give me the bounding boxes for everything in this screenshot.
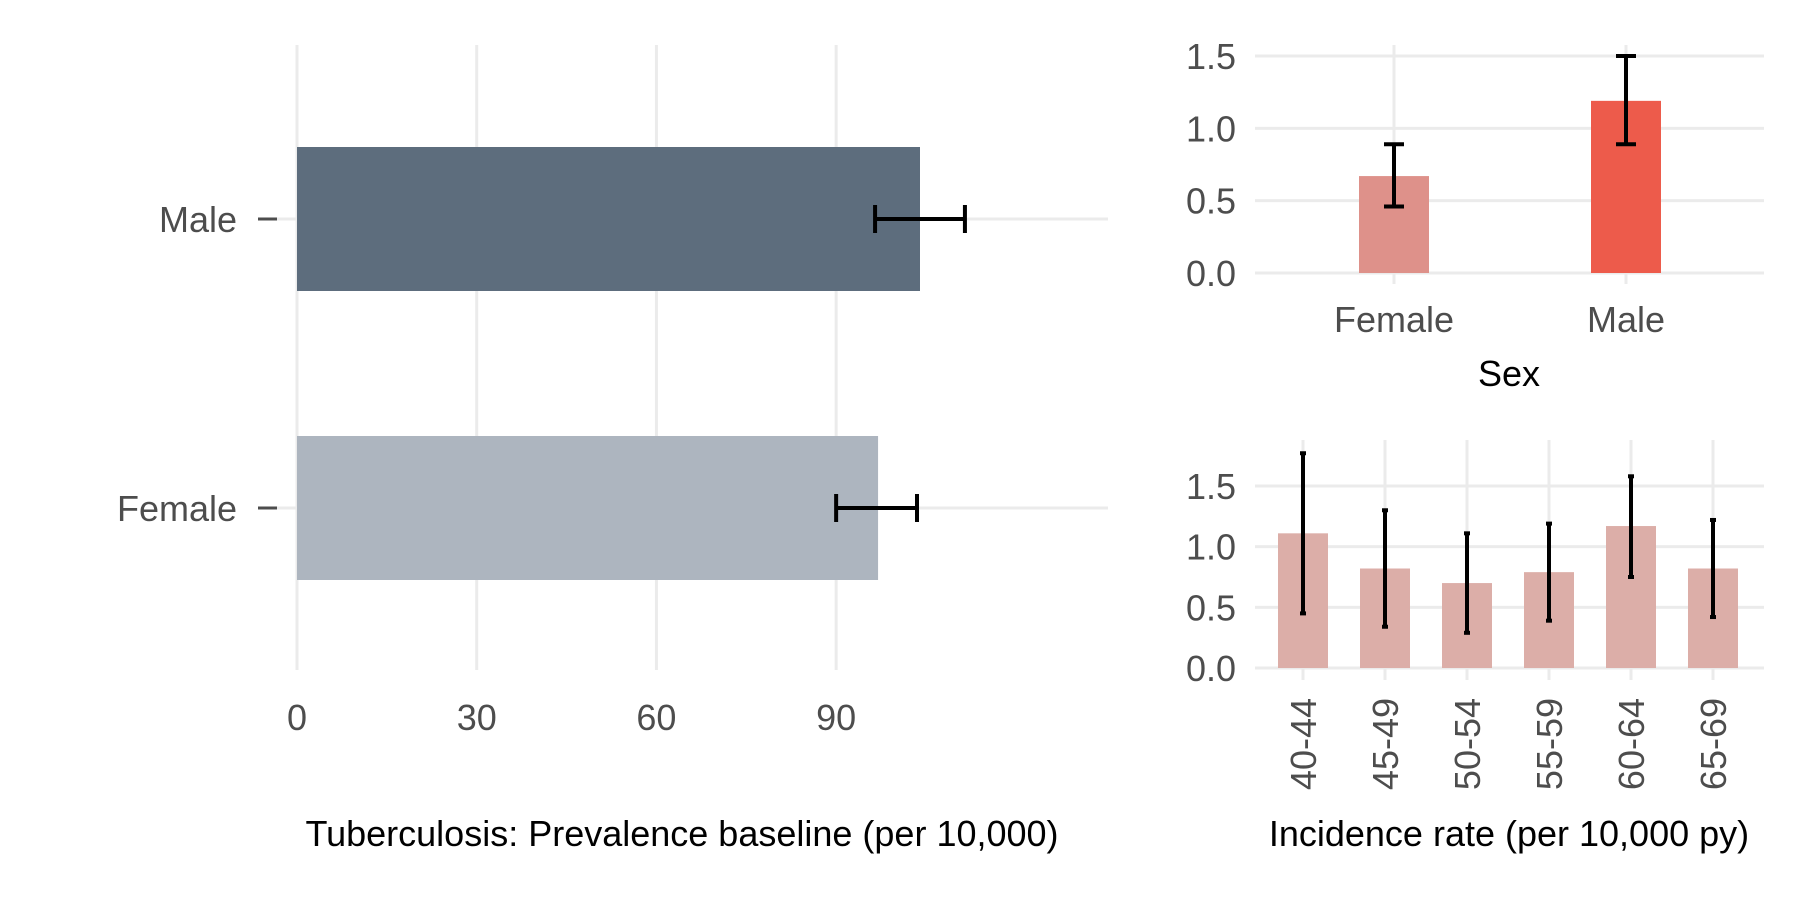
- y-tick-label: 1.0: [1186, 527, 1236, 568]
- x-tick-label: 0: [287, 697, 307, 738]
- x-tick-label: 40-44: [1283, 698, 1324, 790]
- y-tick-label: 0.5: [1186, 587, 1236, 628]
- prevalence-panel: 0 30 60 90 Female Male Tuberculosis: Prevalenc…: [117, 45, 1108, 854]
- y-tick-label: 0.0: [1186, 648, 1236, 689]
- x-tick-label: 90: [816, 697, 856, 738]
- incidence-age-panel: 0.0 0.5 1.0 1.5 40-44 45-49 50-54 55-59 60-64 65-…: [1186, 440, 1764, 854]
- y-tick-label: 1.5: [1186, 36, 1236, 77]
- y-tick-label: 0.5: [1186, 181, 1236, 222]
- y-tick-label: 0.0: [1186, 253, 1236, 294]
- x-axis-title: Incidence rate (per 10,000 py): [1269, 813, 1749, 854]
- y-tick-label: Male: [159, 199, 237, 240]
- x-tick-label: 30: [457, 697, 497, 738]
- x-tick-label: Male: [1587, 299, 1665, 340]
- x-tick-label: Female: [1334, 299, 1454, 340]
- x-tick-label: 55-59: [1529, 698, 1570, 790]
- x-tick-label: 45-49: [1365, 698, 1406, 790]
- bar-female: [297, 436, 879, 580]
- bar-male: [297, 147, 920, 291]
- x-tick-label: 50-54: [1447, 698, 1488, 790]
- y-tick-label: 1.0: [1186, 108, 1236, 149]
- y-tick-label: 1.5: [1186, 466, 1236, 507]
- x-axis-title: Sex: [1478, 353, 1540, 394]
- incidence-sex-panel: 0.0 0.5 1.0 1.5 Female Male Sex: [1186, 36, 1764, 394]
- y-tick-label: Female: [117, 488, 237, 529]
- x-tick-label: 60: [636, 697, 676, 738]
- x-axis-title: Tuberculosis: Prevalence baseline (per 1…: [305, 813, 1058, 854]
- x-tick-label: 60-64: [1611, 698, 1652, 790]
- x-tick-label: 65-69: [1693, 698, 1734, 790]
